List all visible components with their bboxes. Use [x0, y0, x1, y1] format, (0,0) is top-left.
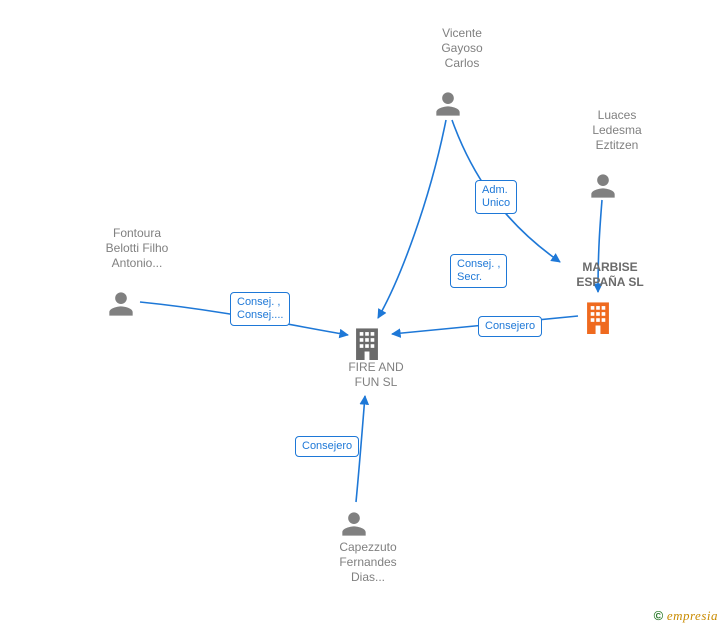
building-icon	[583, 296, 613, 334]
edge-label: Consej. , Secr.	[450, 254, 507, 288]
person-icon	[434, 86, 462, 118]
node-label: FIRE AND FUN SL	[341, 360, 411, 390]
node-label: Vicente Gayoso Carlos	[427, 26, 497, 71]
node-vicente[interactable]: Vicente Gayoso Carlos	[427, 26, 497, 71]
copyright-symbol: ©	[654, 608, 664, 623]
edge-label: Consejero	[295, 436, 359, 457]
brand-name: empresia	[667, 608, 718, 623]
edge	[378, 120, 446, 318]
person-icon	[589, 168, 617, 200]
edge-label: Consej. , Consej....	[230, 292, 290, 326]
building-icon	[352, 322, 382, 360]
node-label: Fontoura Belotti Filho Antonio...	[92, 226, 182, 271]
node-label: Capezzuto Fernandes Dias...	[328, 540, 408, 585]
person-icon	[340, 506, 368, 538]
node-fontoura[interactable]: Fontoura Belotti Filho Antonio...	[92, 226, 182, 271]
edge-label: Adm. Unico	[475, 180, 517, 214]
edge-label: Consejero	[478, 316, 542, 337]
node-fire-and-fun[interactable]: FIRE AND FUN SL	[341, 360, 411, 390]
node-label: Luaces Ledesma Eztitzen	[582, 108, 652, 153]
node-marbise[interactable]: MARBISE ESPAÑA SL	[560, 260, 660, 290]
watermark: © empresia	[654, 608, 718, 624]
person-icon	[107, 286, 135, 318]
node-label: MARBISE ESPAÑA SL	[560, 260, 660, 290]
node-luaces[interactable]: Luaces Ledesma Eztitzen	[582, 108, 652, 153]
node-capezzuto[interactable]: Capezzuto Fernandes Dias...	[328, 540, 408, 585]
diagram-stage: Vicente Gayoso Carlos Luaces Ledesma Ezt…	[0, 0, 728, 630]
